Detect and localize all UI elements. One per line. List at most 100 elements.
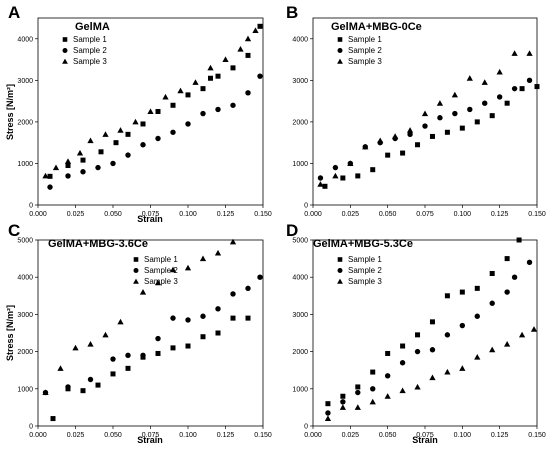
legend-marker — [337, 37, 343, 42]
panel-title: GelMA+MBG-5.3Ce — [313, 238, 413, 250]
data-point — [170, 129, 176, 135]
data-point — [511, 50, 518, 56]
legend-entry: Sample 2 — [144, 266, 178, 275]
legend-entry: Sample 1 — [144, 255, 178, 264]
data-point — [526, 50, 533, 56]
data-point — [170, 102, 176, 108]
data-point — [169, 266, 177, 273]
y-tick-label: 2000 — [292, 119, 308, 126]
x-tick-label: 0.150 — [528, 432, 546, 439]
data-point — [147, 108, 154, 114]
data-point — [392, 133, 399, 139]
data-point — [369, 398, 376, 405]
x-tick-label: 0.150 — [254, 432, 272, 439]
data-point — [459, 125, 465, 131]
data-point — [496, 68, 503, 75]
x-axis-label: Strain — [137, 435, 163, 445]
data-point — [125, 131, 131, 137]
data-point — [245, 315, 251, 321]
data-point — [414, 348, 421, 355]
data-point — [140, 352, 146, 359]
data-point — [155, 109, 161, 114]
data-point — [139, 288, 147, 295]
legend-entry: Sample 3 — [348, 57, 382, 66]
legend-entry: Sample 1 — [348, 255, 382, 264]
chart-panel-C: C 0.000 0.025 0.050 0.075 0.100 0.125 0.150 0 100… — [5, 221, 272, 445]
y-tick-label: 4000 — [292, 275, 308, 282]
data-point — [340, 399, 346, 405]
data-point — [207, 64, 214, 71]
data-point — [444, 332, 451, 338]
data-point — [125, 365, 131, 371]
data-point — [444, 368, 451, 375]
y-tick-label: 5000 — [292, 238, 308, 245]
data-point — [452, 110, 458, 117]
data-point — [245, 285, 251, 292]
x-tick-label: 0.150 — [254, 211, 272, 218]
data-point — [87, 341, 94, 347]
y-tick-label: 3000 — [292, 312, 308, 319]
y-tick-label: 2000 — [292, 349, 308, 356]
data-point — [245, 90, 251, 96]
legend-entry: Sample 2 — [348, 266, 382, 275]
data-point — [214, 249, 222, 256]
data-point — [155, 350, 161, 356]
data-point — [459, 322, 466, 329]
x-tick-label: 0.050 — [104, 432, 122, 439]
data-point — [102, 131, 109, 137]
data-point — [429, 347, 436, 353]
data-point — [400, 343, 406, 349]
chart-panel-D: D 0.000 0.025 0.050 0.075 0.100 0.125 0.150 0 100… — [286, 221, 546, 445]
data-point — [57, 365, 64, 371]
data-point — [466, 75, 473, 81]
x-tick-label: 0.025 — [342, 211, 360, 218]
panel-title: GelMA+MBG-0Ce — [331, 21, 422, 33]
data-point — [429, 133, 435, 139]
data-point — [47, 173, 53, 179]
x-tick-label: 0.075 — [142, 211, 160, 218]
data-point — [95, 382, 101, 388]
data-point — [444, 129, 450, 135]
x-tick-label: 0.025 — [342, 432, 360, 439]
y-tick-label: 0 — [29, 203, 33, 210]
data-point — [489, 346, 496, 353]
data-point — [65, 163, 71, 169]
data-point — [355, 384, 361, 390]
y-tick-label: 5000 — [17, 238, 33, 245]
data-point — [215, 306, 221, 312]
data-point — [185, 121, 191, 127]
x-tick-label: 0.075 — [416, 432, 434, 439]
data-point — [185, 343, 191, 349]
data-point — [482, 100, 488, 106]
data-point — [518, 331, 526, 338]
data-point — [415, 142, 421, 148]
data-point — [436, 100, 444, 106]
data-point — [154, 279, 162, 286]
x-tick-label: 0.100 — [179, 432, 197, 439]
legend-marker — [337, 268, 343, 273]
data-point — [322, 183, 328, 189]
data-point — [42, 172, 49, 179]
data-point — [474, 313, 480, 319]
data-point — [208, 75, 213, 81]
x-tick-label: 0.000 — [29, 432, 47, 439]
data-point — [177, 87, 184, 94]
y-tick-label: 0 — [29, 424, 33, 431]
data-point — [102, 331, 109, 338]
data-point — [65, 173, 71, 179]
data-point — [534, 84, 540, 90]
data-point — [474, 119, 480, 125]
data-point — [325, 401, 331, 407]
legend-marker — [62, 58, 68, 64]
data-point — [406, 127, 414, 133]
data-point — [325, 410, 331, 416]
x-axis-label: Strain — [137, 214, 163, 224]
data-point — [117, 318, 124, 325]
data-point — [257, 23, 263, 29]
data-point — [42, 389, 49, 396]
data-point — [504, 100, 510, 106]
data-point — [332, 164, 339, 171]
legend-marker — [337, 278, 343, 284]
data-point — [257, 73, 263, 79]
